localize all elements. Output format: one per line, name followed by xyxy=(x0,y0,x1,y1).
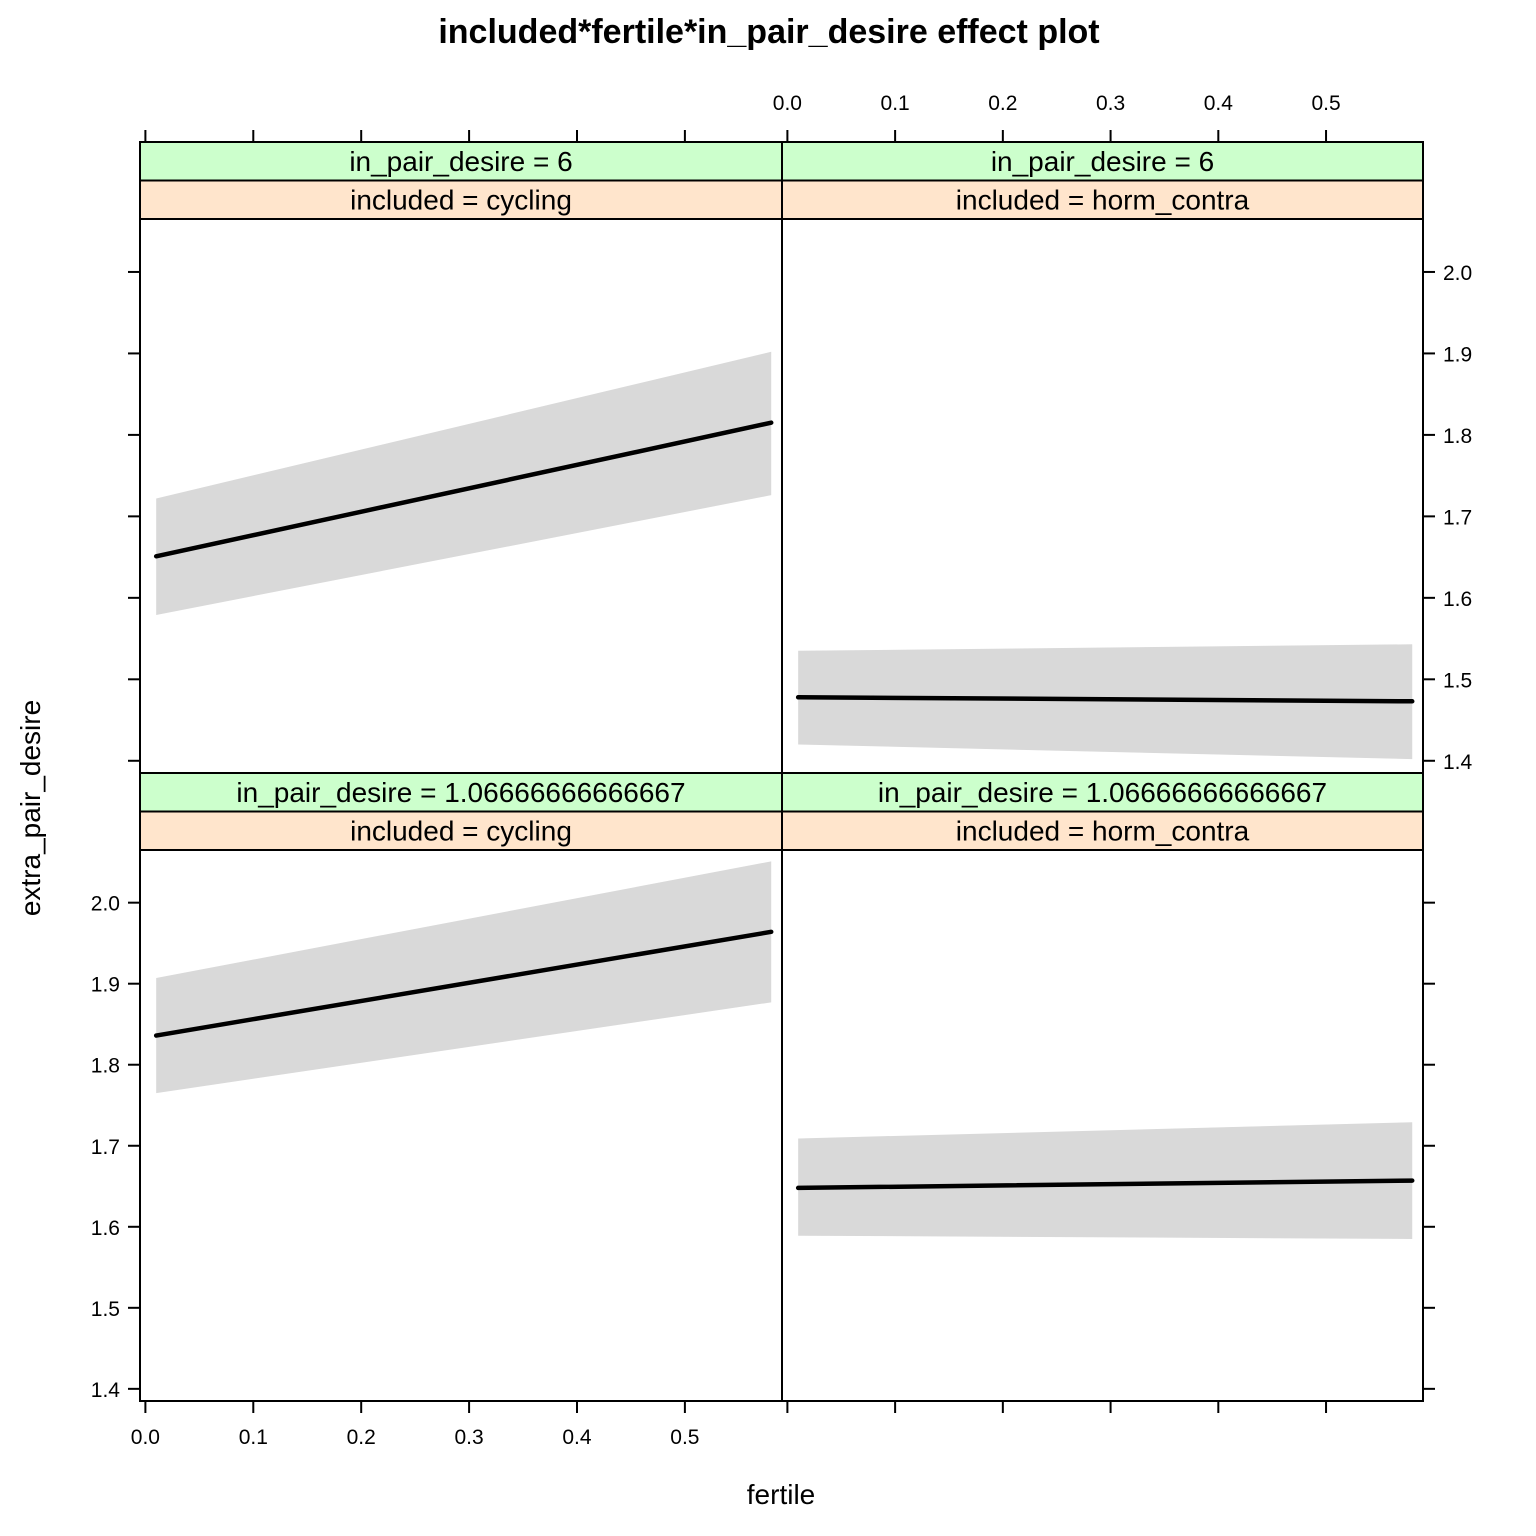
y-tick-label-right: 2.0 xyxy=(1443,262,1472,285)
strip-included-label: included = cycling xyxy=(350,816,572,847)
x-tick-label-bottom: 0.5 xyxy=(670,1426,699,1449)
fitted-line xyxy=(153,929,774,1038)
strip-included-label: included = horm_contra xyxy=(956,185,1250,216)
x-tick-label-bottom: 0.2 xyxy=(347,1426,376,1449)
y-axis-title: extra_pair_desire xyxy=(15,700,46,916)
y-tick-label-right: 1.7 xyxy=(1443,506,1472,529)
fitted-line xyxy=(795,1178,1415,1191)
x-tick-label-top: 0.0 xyxy=(773,92,802,115)
fitted-line xyxy=(795,694,1415,704)
strip-in-pair-desire-label: in_pair_desire = 6 xyxy=(991,146,1214,177)
x-tick-label-top: 0.1 xyxy=(881,92,910,115)
x-tick-label-bottom: 0.4 xyxy=(562,1426,592,1449)
y-tick-label-right: 1.8 xyxy=(1443,425,1472,448)
strip-in-pair-desire xyxy=(139,772,783,813)
fitted-line xyxy=(153,420,774,559)
strip-in-pair-desire-label: in_pair_desire = 1.06666666666667 xyxy=(878,777,1327,808)
y-tick-label-right: 1.5 xyxy=(1443,669,1472,692)
y-tick-label-left: 1.5 xyxy=(91,1298,120,1321)
strip-included-label: included = cycling xyxy=(350,185,572,216)
confidence-band xyxy=(156,861,772,1094)
confidence-band xyxy=(798,644,1413,760)
x-axis-title: fertile xyxy=(747,1479,815,1510)
x-tick-label-top: 0.4 xyxy=(1204,92,1234,115)
panel-top-right: in_pair_desire = 6 included = horm_contra xyxy=(781,141,1424,760)
x-tick-label-bottom: 0.3 xyxy=(454,1426,483,1449)
panel-top-left: in_pair_desire = 6 included = cycling xyxy=(139,141,783,615)
confidence-band xyxy=(156,351,772,615)
x-tick-label-bottom: 0.0 xyxy=(131,1426,160,1449)
y-tick-label-left: 1.4 xyxy=(91,1379,121,1402)
x-tick-label-top: 0.2 xyxy=(988,92,1017,115)
panel-bottom-left: in_pair_desire = 1.06666666666667 include… xyxy=(139,772,783,1094)
chart-title: included*fertile*in_pair_desire effect p… xyxy=(438,13,1099,51)
y-tick-label-left: 1.8 xyxy=(91,1055,120,1078)
y-tick-label-right: 1.6 xyxy=(1443,588,1472,611)
y-tick-label-right: 1.4 xyxy=(1443,751,1473,774)
strip-included-label: included = horm_contra xyxy=(956,816,1250,847)
y-tick-label-right: 1.9 xyxy=(1443,343,1472,366)
y-tick-label-left: 1.9 xyxy=(91,974,120,997)
confidence-band xyxy=(798,1122,1413,1239)
strip-in-pair-desire-label: in_pair_desire = 6 xyxy=(349,146,572,177)
y-tick-label-left: 1.7 xyxy=(91,1136,120,1159)
x-tick-label-top: 0.3 xyxy=(1096,92,1125,115)
y-tick-label-left: 2.0 xyxy=(91,893,120,916)
panel-bottom-right: in_pair_desire = 1.06666666666667 include… xyxy=(781,772,1424,1239)
strip-in-pair-desire-label: in_pair_desire = 1.06666666666667 xyxy=(236,777,685,808)
axes-layer: 0.0 0.1 0.2 0.3 0.4 0.5 0.0 0.1 0.2 0.3 0.4 0.5 1.4 1… xyxy=(91,92,1473,1449)
x-tick-label-bottom: 0.1 xyxy=(239,1426,268,1449)
y-tick-label-left: 1.6 xyxy=(91,1217,120,1240)
x-tick-label-top: 0.5 xyxy=(1311,92,1340,115)
